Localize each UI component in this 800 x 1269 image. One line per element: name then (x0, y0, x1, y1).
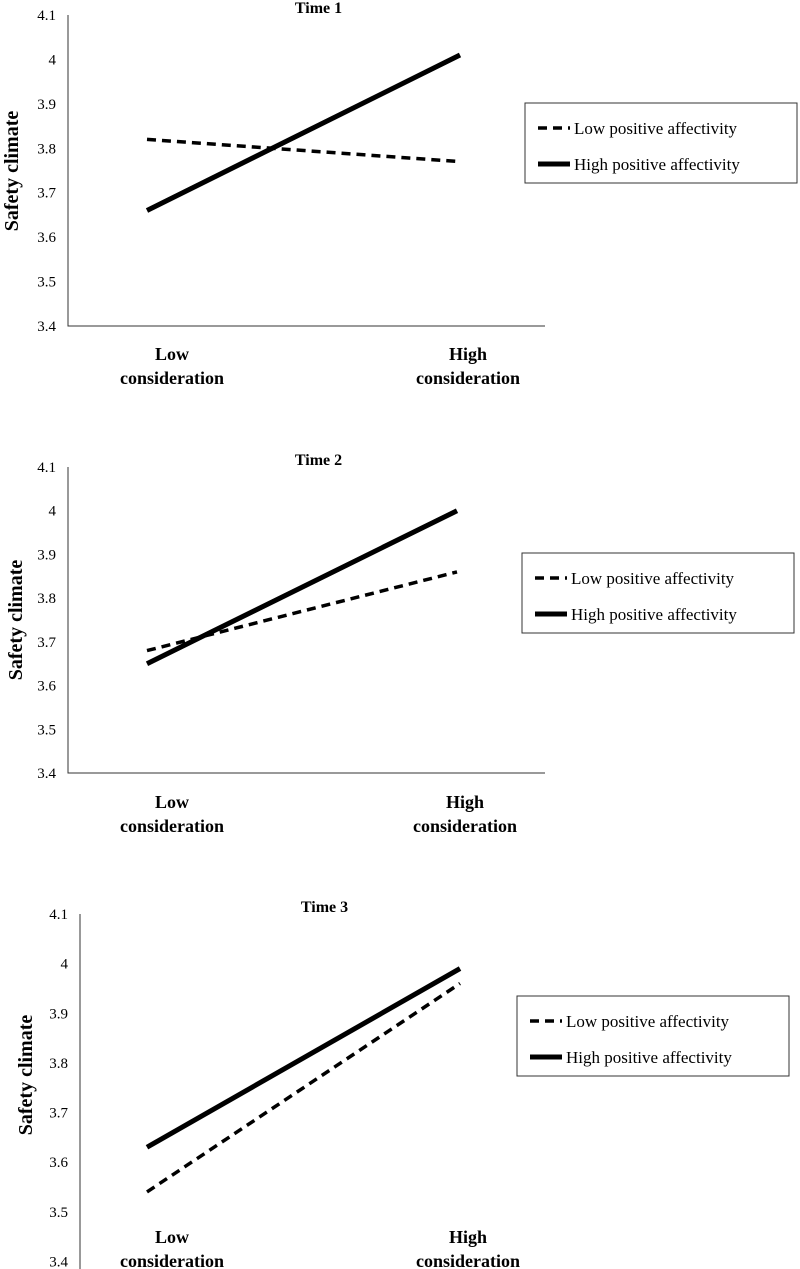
x-category-label: Low consideration (120, 344, 224, 388)
legend-label: High positive affectivity (566, 1048, 732, 1067)
series-line-high-positive-affectivity (145, 508, 459, 666)
y-tick-label: 3.6 (37, 679, 56, 695)
y-tick-label: 3.6 (37, 230, 56, 246)
legend-label: Low positive affectivity (571, 569, 735, 588)
y-tick-label: 4.1 (37, 460, 56, 476)
y-tick-label: 3.8 (49, 1056, 68, 1072)
y-axis-label: Safety climate (5, 560, 27, 681)
x-category-label: High consideration (416, 344, 520, 388)
y-axis-label: Safety climate (15, 1015, 37, 1136)
y-axis-label: Safety climate (1, 111, 23, 232)
legend-box (516, 995, 790, 1077)
series-line-low-positive-affectivity (146, 137, 461, 164)
plot-axes (67, 467, 545, 774)
y-tick-label: 3.7 (37, 186, 56, 202)
series-line-low-positive-affectivity (146, 982, 461, 1194)
y-tick-label: 3.4 (37, 319, 56, 335)
legend-box (521, 552, 795, 634)
chart-panel-2: Time 2 3.4 3.5 3.6 3.7 3.8 3.9 4 4.1 Safety clima… (5, 452, 795, 836)
x-category-label: High consideration (413, 792, 517, 836)
legend-label: Low positive affectivity (566, 1012, 730, 1031)
x-category-label: High consideration (416, 1227, 520, 1269)
y-tick-label: 4 (49, 504, 57, 520)
y-tick-label: 4.1 (37, 8, 56, 24)
y-tick-label: 3.4 (37, 766, 56, 782)
chart-title: Time 1 (295, 0, 342, 17)
y-tick-label: 3.8 (37, 141, 56, 157)
plot-axes (67, 15, 545, 327)
chart-title: Time 3 (301, 899, 348, 916)
y-tick-label: 3.9 (37, 547, 56, 563)
y-tick-label: 4 (61, 957, 69, 973)
y-tick-label: 3.5 (37, 275, 56, 291)
y-tick-label: 4 (49, 52, 57, 68)
series-line-high-positive-affectivity (145, 966, 462, 1150)
y-tick-label: 4.1 (49, 907, 68, 923)
x-category-label: Low consideration (120, 792, 224, 836)
legend-label: Low positive affectivity (574, 119, 738, 138)
y-tick-label: 3.6 (49, 1155, 68, 1171)
y-tick-label: 3.7 (49, 1106, 68, 1122)
x-category-label: Low consideration (120, 1227, 224, 1269)
legend-box (524, 102, 798, 184)
y-tick-label: 3.8 (37, 591, 56, 607)
legend-label: High positive affectivity (574, 155, 740, 174)
y-tick-label: 3.9 (49, 1006, 68, 1022)
y-tick-label: 3.9 (37, 97, 56, 113)
y-tick-label: 3.5 (37, 722, 56, 738)
plot-axes (79, 914, 81, 1269)
series-line-high-positive-affectivity (145, 52, 462, 213)
y-tick-label: 3.7 (37, 635, 56, 651)
y-tick-label: 3.5 (49, 1205, 68, 1221)
y-tick-label: 3.4 (49, 1254, 68, 1269)
chart-title: Time 2 (295, 452, 342, 469)
legend-label: High positive affectivity (571, 605, 737, 624)
chart-panel-1: Time 1 3.4 3.5 3.6 3.7 3.8 3.9 4 4.1 Safety clima… (1, 0, 798, 388)
